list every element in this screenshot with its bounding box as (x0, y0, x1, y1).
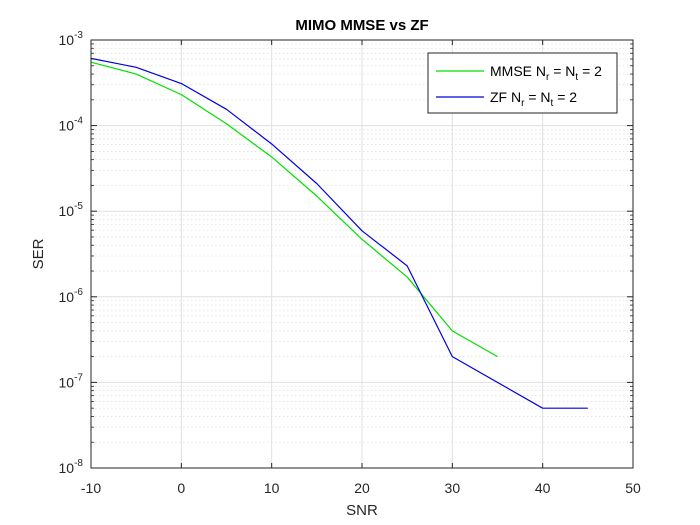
y-tick-label: 10-3 (59, 30, 84, 48)
x-tick-labels: -10 0 10 20 30 40 50 (81, 480, 641, 496)
series-line-zf (90, 57, 588, 409)
series-layer (90, 57, 588, 409)
y-axis-label: SER (30, 238, 47, 269)
x-tick-label: 30 (445, 480, 461, 496)
y-tick-label: 10-5 (59, 201, 84, 219)
y-tick-label: 10-4 (59, 116, 84, 134)
x-tick-label: -10 (81, 480, 101, 496)
y-tick-label: 10-7 (59, 372, 84, 390)
x-axis-label: SNR (346, 502, 378, 519)
x-tick-label: 50 (625, 480, 641, 496)
legend[interactable]: MMSE Nr = Nt = 2 ZF Nr = Nt = 2 (427, 52, 618, 114)
series-line-mmse (90, 61, 498, 358)
y-tick-label: 10-8 (59, 458, 84, 476)
legend-entry-zf: ZF Nr = Nt = 2 (490, 89, 577, 109)
x-tick-label: 10 (264, 480, 280, 496)
x-tick-label: 20 (354, 480, 370, 496)
y-tick-labels: 10-8 10-7 10-6 10-5 10-4 10-3 (59, 30, 84, 476)
legend-box (427, 52, 618, 114)
x-tick-label: 40 (535, 480, 551, 496)
y-tick-label: 10-6 (59, 287, 84, 305)
legend-entry-mmse: MMSE Nr = Nt = 2 (490, 63, 602, 83)
ticks (90, 39, 634, 469)
chart-title: MIMO MMSE vs ZF (295, 17, 428, 34)
x-tick-label: 0 (177, 480, 185, 496)
